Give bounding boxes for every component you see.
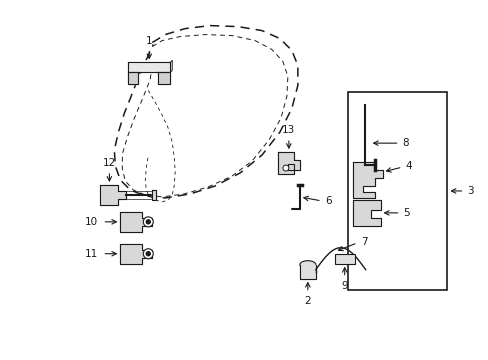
Text: 10: 10 <box>85 217 98 227</box>
Polygon shape <box>158 72 170 84</box>
Polygon shape <box>299 265 315 279</box>
Text: 8: 8 <box>402 138 408 148</box>
Polygon shape <box>120 244 152 264</box>
Polygon shape <box>277 152 299 174</box>
Bar <box>334 254 354 264</box>
Text: 3: 3 <box>467 186 473 196</box>
Text: 6: 6 <box>324 196 331 206</box>
Polygon shape <box>152 190 156 200</box>
Text: 2: 2 <box>304 296 310 306</box>
Polygon shape <box>128 72 138 84</box>
Text: 1: 1 <box>145 36 152 45</box>
Text: 12: 12 <box>102 158 116 168</box>
Circle shape <box>146 252 150 256</box>
Text: 9: 9 <box>341 280 347 291</box>
Bar <box>347 92 447 289</box>
Polygon shape <box>100 185 126 205</box>
Circle shape <box>143 217 153 227</box>
Ellipse shape <box>299 261 315 269</box>
Circle shape <box>146 220 150 224</box>
Polygon shape <box>352 200 380 226</box>
Text: 5: 5 <box>403 208 409 218</box>
Polygon shape <box>352 162 382 198</box>
Text: 7: 7 <box>360 237 366 247</box>
Text: 11: 11 <box>85 249 98 259</box>
Polygon shape <box>120 212 152 232</box>
Polygon shape <box>128 62 170 72</box>
Text: 4: 4 <box>405 161 411 171</box>
Text: 13: 13 <box>282 125 295 135</box>
Circle shape <box>283 165 288 171</box>
Circle shape <box>143 249 153 259</box>
